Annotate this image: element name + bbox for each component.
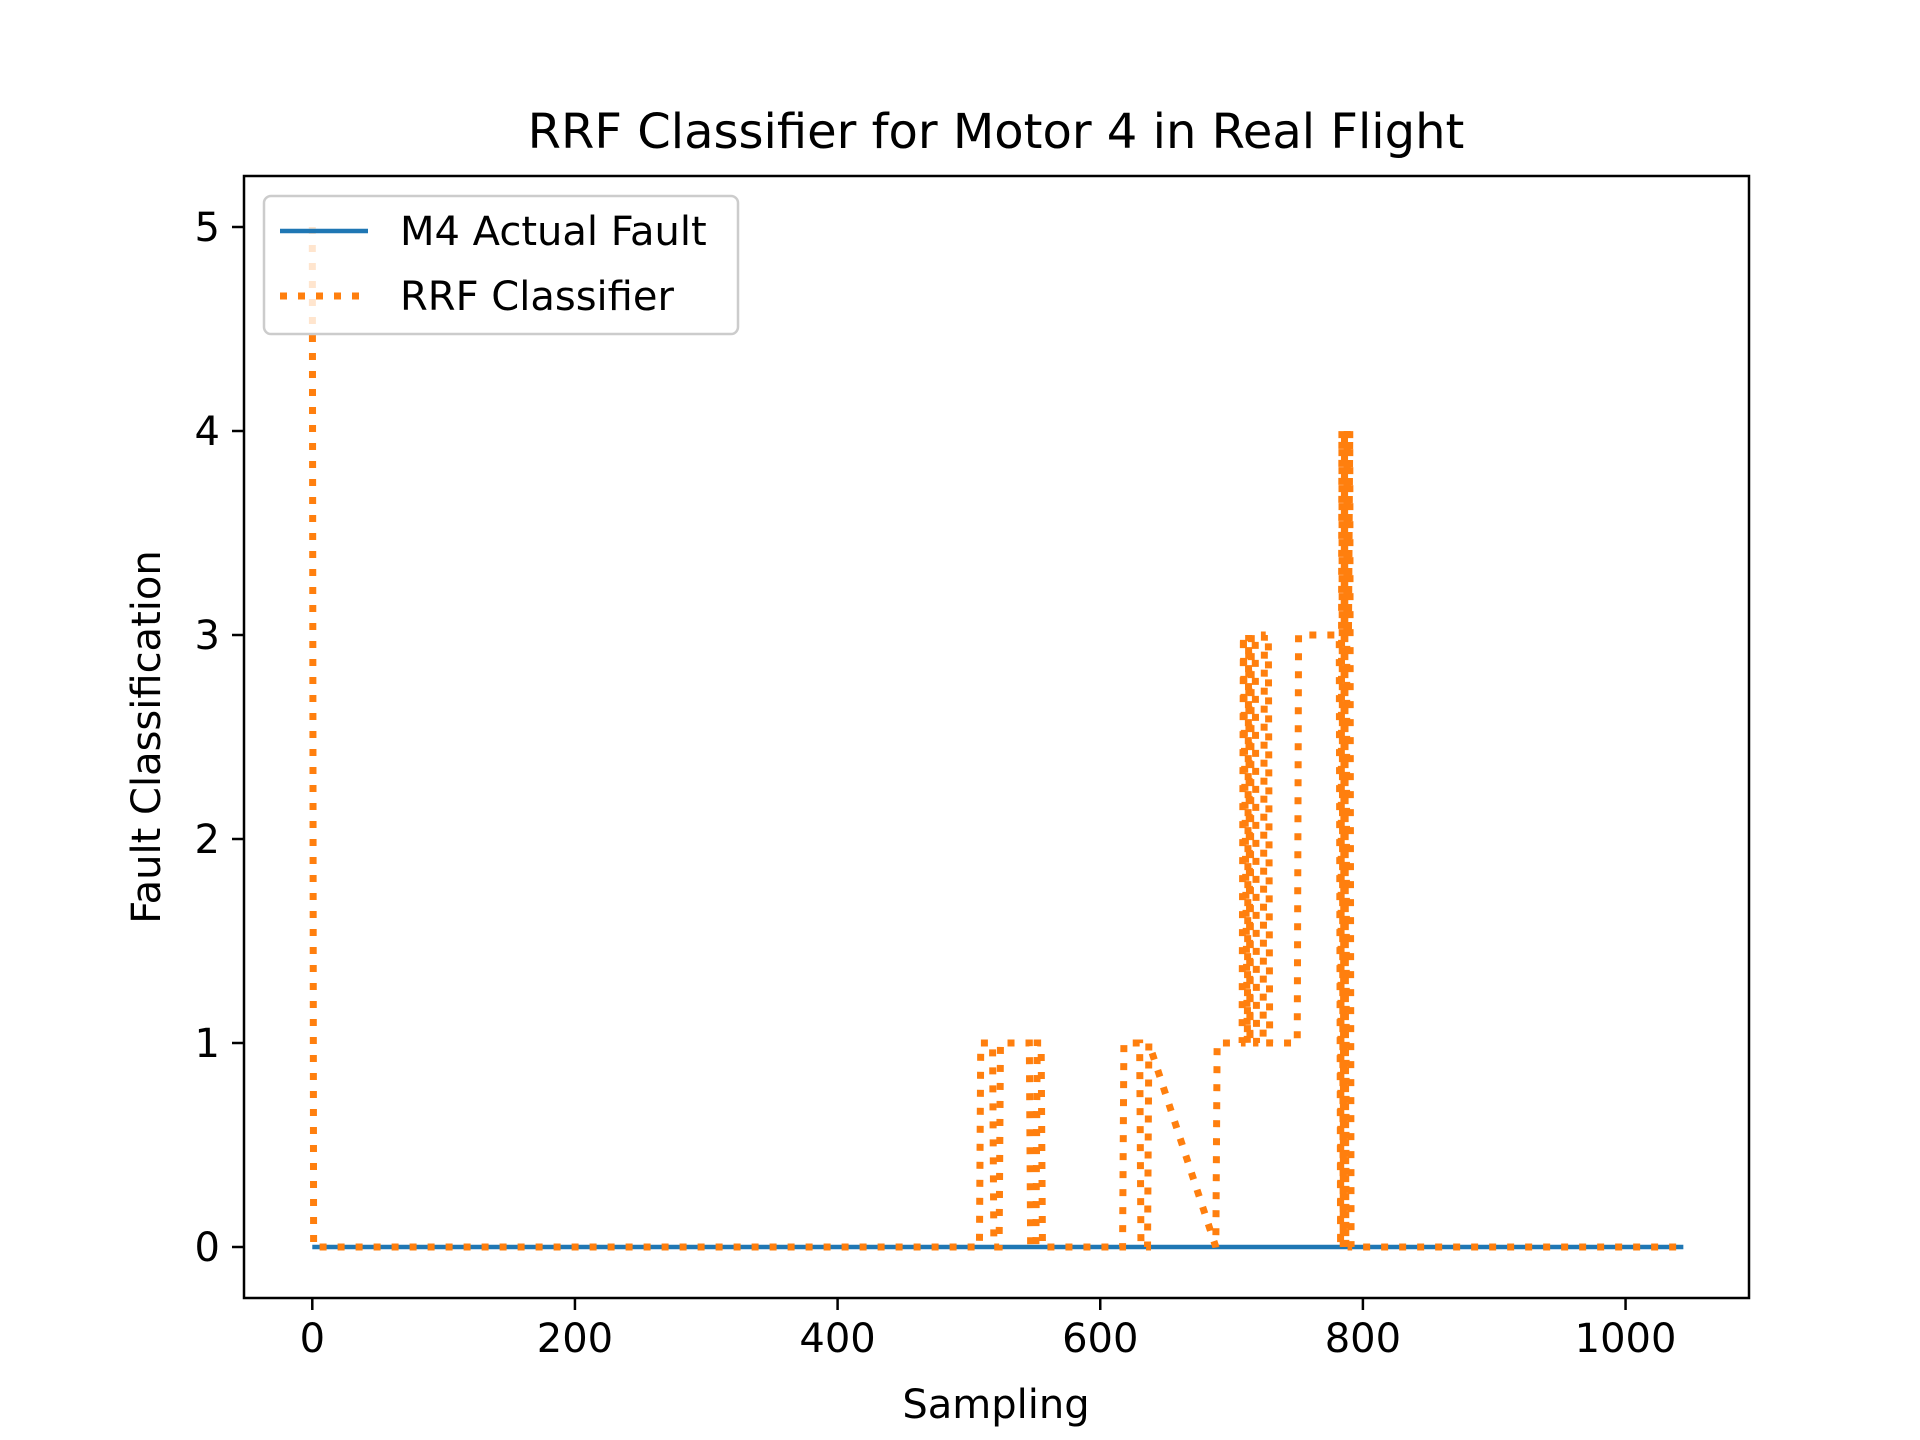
y-tick-label: 1 [195, 1021, 220, 1067]
legend-label-actual-fault: M4 Actual Fault [400, 209, 707, 255]
chart-title: RRF Classifier for Motor 4 in Real Fligh… [528, 104, 1465, 160]
legend-label-rrf-classifier: RRF Classifier [400, 274, 674, 320]
x-axis-label: Sampling [902, 1382, 1089, 1428]
x-tick-label: 600 [1062, 1316, 1138, 1362]
y-tick-label: 5 [195, 205, 220, 251]
y-tick-label: 0 [195, 1225, 220, 1271]
y-axis: 0 1 2 3 4 5 [195, 205, 244, 1271]
y-tick-label: 4 [195, 409, 220, 455]
plot-frame [242, 174, 1751, 1300]
legend-box [262, 194, 740, 336]
x-axis: 0 200 400 600 800 1000 [300, 1298, 1677, 1362]
plot-area [308, 226, 1684, 1251]
x-tick-label: 200 [537, 1316, 613, 1362]
y-tick-label: 3 [195, 613, 220, 659]
x-tick-label: 400 [799, 1316, 875, 1362]
x-tick-label: 0 [300, 1316, 325, 1362]
x-tick-label: 800 [1325, 1316, 1401, 1362]
series-line-rrf-classifier [308, 226, 1684, 1251]
x-tick-label: 1000 [1575, 1316, 1677, 1362]
y-axis-label: Fault Classification [124, 550, 170, 923]
legend: M4 Actual Fault RRF Classifier [262, 194, 740, 336]
y-tick-label: 2 [195, 817, 220, 863]
